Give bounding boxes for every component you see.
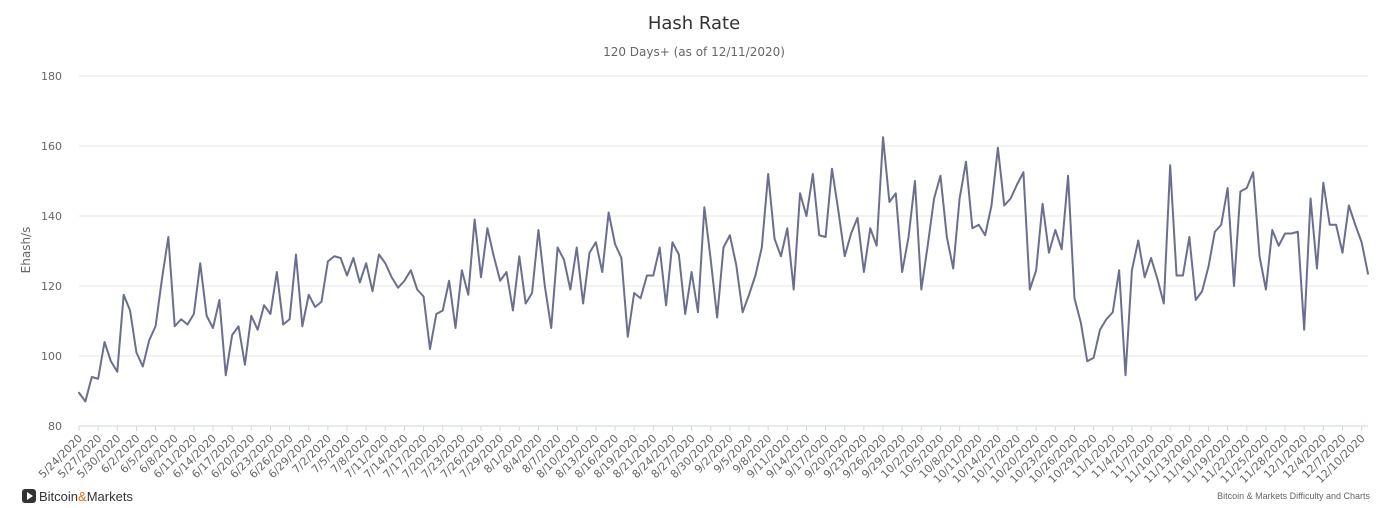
logo-text-markets: Markets <box>86 488 133 504</box>
y-axis-label: Ehash/s <box>19 227 33 274</box>
bitcoin-markets-logo: Bitcoin & Markets <box>22 488 133 504</box>
chart-title: Hash Rate <box>648 13 740 34</box>
y-tick-label: 140 <box>41 210 62 223</box>
chart-subtitle: 120 Days+ (as of 12/11/2020) <box>603 45 785 59</box>
series-layer <box>78 136 1369 403</box>
chart-credits[interactable]: Bitcoin & Markets Difficulty and Charts <box>1217 491 1370 501</box>
y-tick-label: 120 <box>41 280 62 293</box>
logo-ampersand: & <box>78 488 87 504</box>
y-tick-label: 80 <box>48 420 62 433</box>
logo-text-bitcoin: Bitcoin <box>39 488 79 504</box>
x-axis-ticks: 5/24/20205/27/20205/30/20206/2/20206/5/2… <box>36 426 1368 486</box>
y-tick-label: 180 <box>41 70 62 83</box>
play-icon <box>22 489 36 503</box>
hash-rate-series-line[interactable] <box>78 136 1369 403</box>
y-tick-label: 100 <box>41 350 62 363</box>
y-axis-ticks: 80 100 120 140 160 180 <box>41 70 62 433</box>
y-tick-label: 160 <box>41 140 62 153</box>
